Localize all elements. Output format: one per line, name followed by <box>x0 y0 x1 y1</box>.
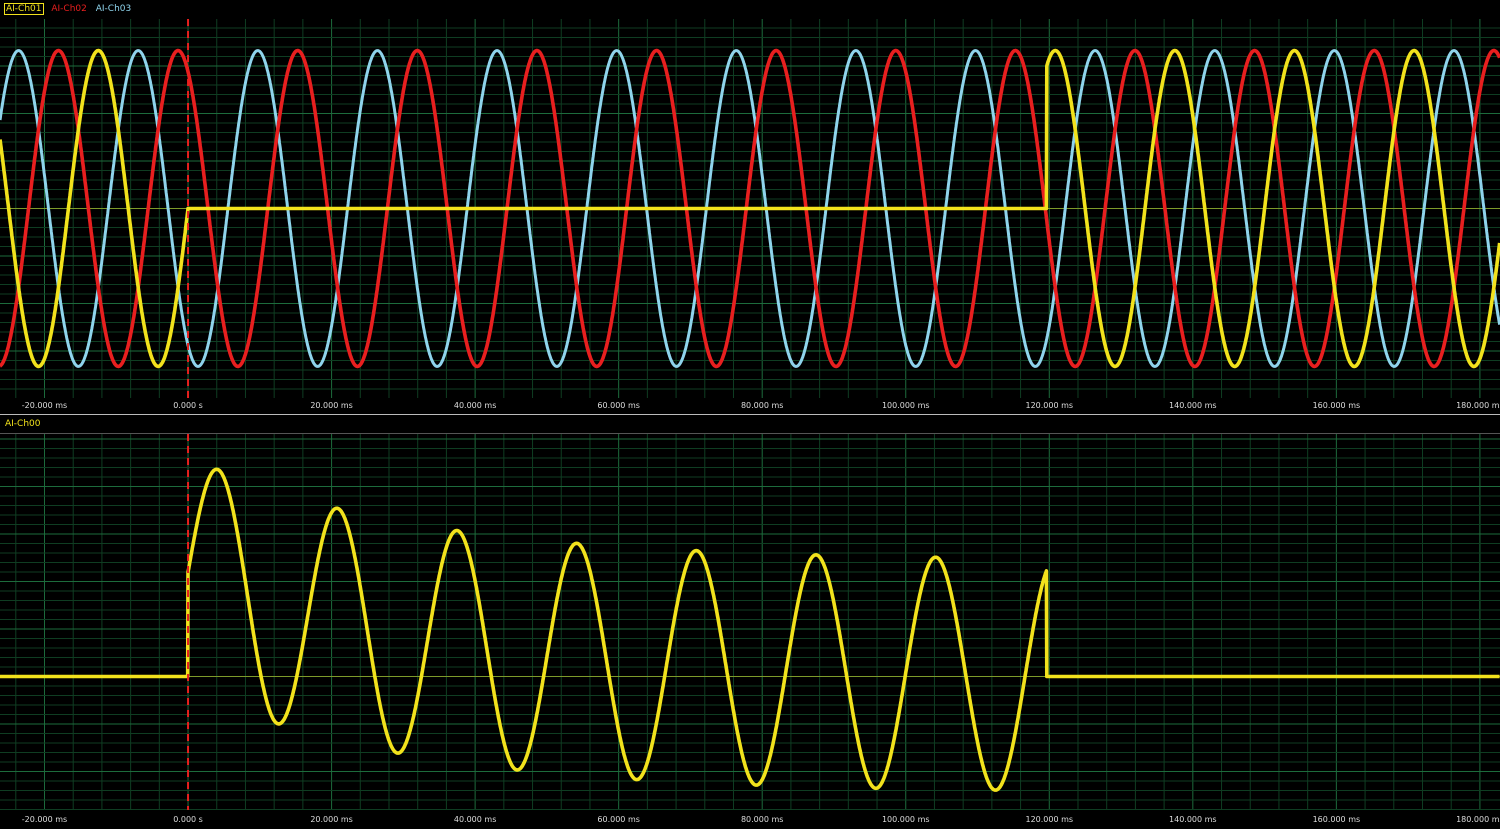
x-tick-label: 100.000 ms <box>881 401 930 410</box>
x-tick-label: 60.000 ms <box>597 401 640 410</box>
legend-ai-ch00[interactable]: AI-Ch00 <box>5 419 41 429</box>
x-tick-label: 80.000 ms <box>740 401 784 410</box>
x-tick-label: -20.000 ms <box>21 815 68 824</box>
x-tick-label: 120.000 ms <box>1025 815 1074 824</box>
series-ai-ch03 <box>0 49 1500 368</box>
x-tick-label: 100.000 ms <box>881 815 930 824</box>
x-tick-label: 180.000 ms <box>1456 815 1500 824</box>
x-tick-label: 120.000 ms <box>1025 401 1074 410</box>
top-plot-svg <box>0 19 1500 398</box>
series-ai-ch01 <box>0 48 1500 369</box>
bottom-plot-svg <box>0 434 1500 810</box>
x-tick-label: 40.000 ms <box>453 815 497 824</box>
bottom-x-axis: -20.000 ms 0.000 s 20.000 ms 40.000 ms 60.00… <box>0 812 1500 828</box>
x-tick-label: 160.000 ms <box>1312 401 1361 410</box>
x-tick-label: 0.000 s <box>173 815 203 824</box>
x-tick-label: 40.000 ms <box>453 401 497 410</box>
bottom-plot[interactable] <box>0 434 1500 810</box>
series-ai-ch02 <box>0 48 1500 369</box>
x-tick-label: 140.000 ms <box>1169 815 1217 824</box>
legend-ai-ch02[interactable]: AI-Ch02 <box>51 4 87 14</box>
x-tick-label: 180.000 ms <box>1456 401 1500 410</box>
top-plot[interactable] <box>0 19 1500 398</box>
series-ai-ch00 <box>0 467 1500 792</box>
x-tick-label: 160.000 ms <box>1312 815 1361 824</box>
bottom-legend: AI-Ch00 <box>0 415 1500 434</box>
x-tick-label: 60.000 ms <box>597 815 640 824</box>
x-tick-label: 20.000 ms <box>310 401 353 410</box>
x-tick-label: 0.000 s <box>173 401 203 410</box>
top-legend: AI-Ch01 AI-Ch02 AI-Ch03 <box>0 0 1500 19</box>
legend-ai-ch01[interactable]: AI-Ch01 <box>4 3 44 15</box>
x-tick-label: -20.000 ms <box>21 401 68 410</box>
x-tick-label: 20.000 ms <box>310 815 353 824</box>
x-tick-label: 140.000 ms <box>1169 401 1217 410</box>
legend-ai-ch03[interactable]: AI-Ch03 <box>95 4 132 14</box>
x-tick-label: 80.000 ms <box>740 815 784 824</box>
top-x-axis: -20.000 ms 0.000 s 20.000 ms 40.000 ms 60.00… <box>0 398 1500 414</box>
panel-separator[interactable] <box>0 414 1500 415</box>
bottom-panel-top-border <box>0 433 1500 434</box>
